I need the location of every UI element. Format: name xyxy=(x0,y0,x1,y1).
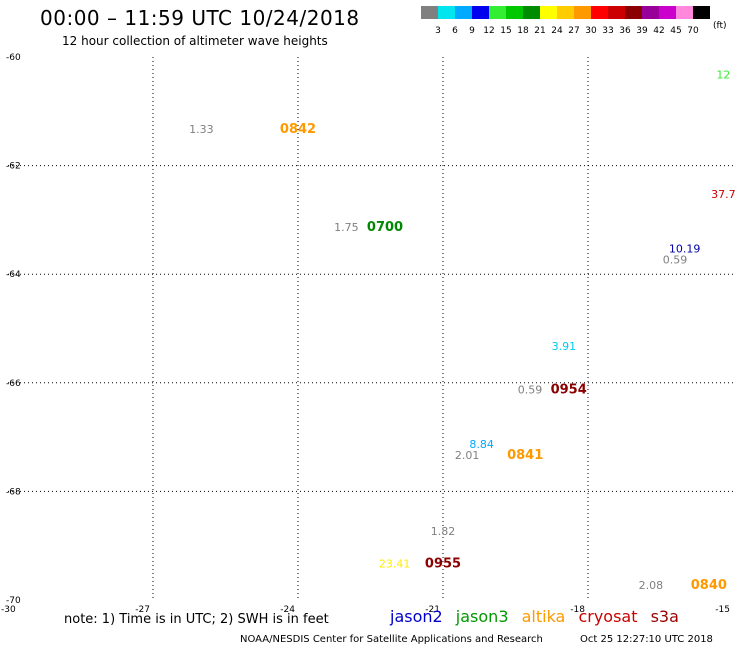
chart-subtitle: 12 hour collection of altimeter wave hei… xyxy=(62,34,328,48)
color-scale-swatch xyxy=(489,6,506,19)
wave-height-value: 0.59 xyxy=(663,253,688,266)
footnote: note: 1) Time is in UTC; 2) SWH is in fe… xyxy=(64,612,329,627)
color-scale-swatch xyxy=(676,6,693,19)
satellite-legend: jason2 jason3 altika cryosat s3a xyxy=(390,607,687,626)
color-scale-label: 27 xyxy=(568,26,580,36)
color-scale-label: 33 xyxy=(602,26,614,36)
color-scale-label: 15 xyxy=(500,26,512,36)
color-scale-label: 42 xyxy=(653,26,665,36)
color-scale-label: 3 xyxy=(435,26,441,36)
legend-s3a: s3a xyxy=(650,607,679,626)
color-scale-swatch xyxy=(523,6,540,19)
wave-height-value: 12 xyxy=(716,69,730,82)
x-tick-label: -15 xyxy=(715,605,730,615)
wave-height-value: 3.91 xyxy=(552,340,577,353)
color-scale-swatch xyxy=(557,6,574,19)
x-tick-label: -27 xyxy=(135,605,150,615)
pass-time-label: 0842 xyxy=(280,122,316,137)
wave-height-value: 2.08 xyxy=(639,579,664,592)
wave-height-value: 10.19 xyxy=(669,242,701,255)
color-scale-swatch xyxy=(506,6,523,19)
color-scale-swatch xyxy=(659,6,676,19)
color-scale-swatch xyxy=(438,6,455,19)
wave-height-value: 0.59 xyxy=(518,384,543,397)
color-scale-swatch xyxy=(625,6,642,19)
x-tick-label: -18 xyxy=(570,605,585,615)
y-tick-label: -64 xyxy=(6,270,21,280)
legend-jason2: jason2 xyxy=(390,607,443,626)
color-scale-label: 18 xyxy=(517,26,529,36)
credit-line: NOAA/NESDIS Center for Satellite Applica… xyxy=(240,634,543,645)
wave-height-value: 1.75 xyxy=(334,221,359,234)
color-scale-label: 70 xyxy=(687,26,699,36)
x-tick-label: -21 xyxy=(425,605,440,615)
color-scale-label: 36 xyxy=(619,26,631,36)
legend-cryosat: cryosat xyxy=(578,607,638,626)
color-scale-label: 12 xyxy=(483,26,495,36)
wave-height-value: 23.41 xyxy=(379,557,411,570)
color-scale-label: 39 xyxy=(636,26,648,36)
pass-time-label: 0700 xyxy=(367,220,403,235)
color-scale-label: 9 xyxy=(469,26,475,36)
y-tick-label: -60 xyxy=(6,53,21,63)
y-tick-label: -66 xyxy=(6,379,21,389)
color-scale-swatch xyxy=(693,6,710,19)
color-scale-label: 6 xyxy=(452,26,458,36)
pass-time-label: 0840 xyxy=(691,578,727,593)
color-scale-label: 30 xyxy=(585,26,597,36)
color-scale-swatch xyxy=(455,6,472,19)
color-scale-swatch xyxy=(421,6,438,19)
color-scale-swatch xyxy=(642,6,659,19)
pass-time-label: 0841 xyxy=(507,448,543,463)
wave-height-value: 8.84 xyxy=(469,438,494,451)
generation-timestamp: Oct 25 12:27:10 UTC 2018 xyxy=(580,634,713,645)
color-scale-swatch xyxy=(540,6,557,19)
legend-jason3: jason3 xyxy=(455,607,509,626)
color-scale-label: 45 xyxy=(670,26,682,36)
color-scale-swatch xyxy=(472,6,489,19)
color-scale-swatch xyxy=(608,6,625,19)
chart-title: 00:00 – 11:59 UTC 10/24/2018 xyxy=(40,6,360,30)
wave-height-value: 1.33 xyxy=(189,123,214,136)
color-scale-label: 21 xyxy=(534,26,546,36)
y-tick-label: -70 xyxy=(6,596,21,606)
color-scale-label: 24 xyxy=(551,26,563,36)
x-tick-label: -30 xyxy=(1,605,16,615)
pass-time-label: 0955 xyxy=(425,556,461,571)
color-scale-swatch xyxy=(591,6,608,19)
legend-altika: altika xyxy=(521,607,566,626)
x-tick-label: -24 xyxy=(280,605,295,615)
wave-height-value: 37.7 xyxy=(711,188,736,201)
wave-height-value: 1.82 xyxy=(431,525,456,538)
color-scale-unit: (ft) xyxy=(713,21,727,31)
pass-time-label: 0954 xyxy=(551,383,587,398)
y-tick-label: -68 xyxy=(6,487,21,497)
color-scale-swatch xyxy=(574,6,591,19)
y-tick-label: -62 xyxy=(6,162,21,172)
wave-height-value: 2.01 xyxy=(455,449,480,462)
